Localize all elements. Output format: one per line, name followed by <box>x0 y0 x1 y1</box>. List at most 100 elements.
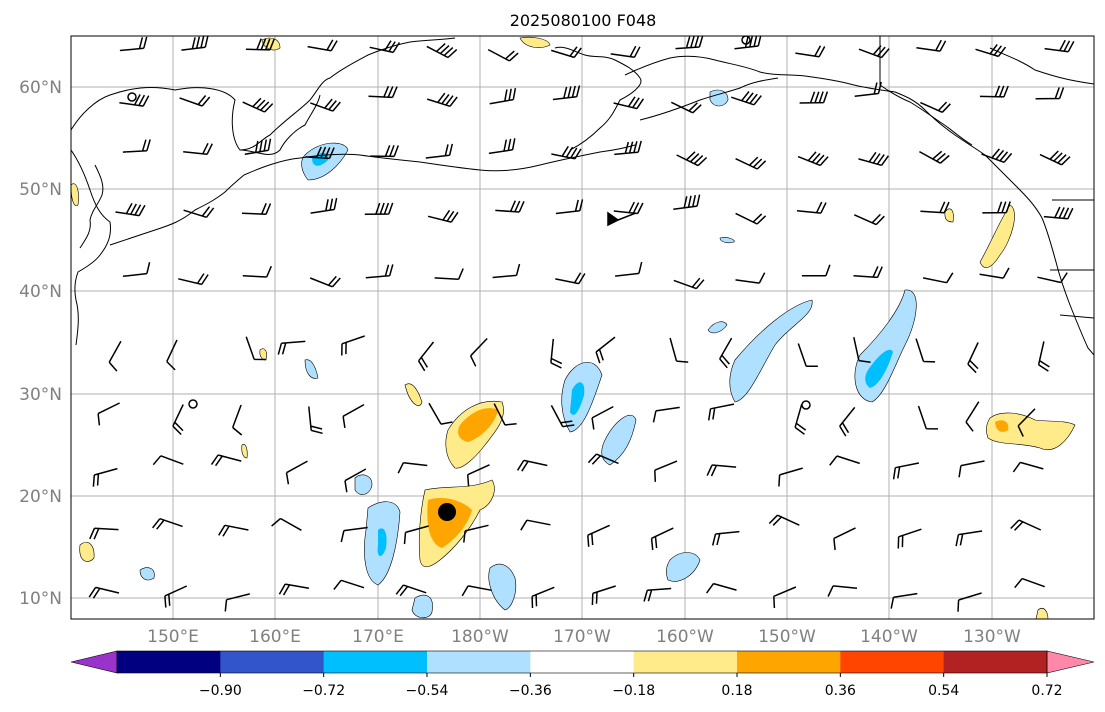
wind-barb <box>587 524 611 547</box>
wind-barb <box>122 262 151 278</box>
wind-barb <box>242 265 272 278</box>
lat-label: 10°N <box>19 589 62 609</box>
wind-barb <box>591 405 614 430</box>
wind-barb <box>152 517 183 530</box>
lon-label: 160°W <box>656 627 714 647</box>
wind-barb <box>403 525 429 545</box>
border-mexico <box>1059 314 1094 319</box>
wind-barb <box>555 199 584 215</box>
lon-label: 140°W <box>860 627 918 647</box>
neg-contour-9 <box>411 594 433 619</box>
wind-barb <box>735 212 767 225</box>
longitude-labels: 150°E 160°E 170°E 180°W 170°W 160°W 150°… <box>147 627 1021 647</box>
calm-circles <box>127 36 811 410</box>
wind-barb <box>643 587 672 602</box>
anomaly-contours <box>71 36 1076 619</box>
lat-label: 30°N <box>19 385 62 405</box>
wind-barb <box>853 337 871 363</box>
wind-barb <box>340 526 368 543</box>
wind-barb <box>669 337 689 363</box>
colorbar-segment <box>633 651 738 673</box>
wind-barb <box>469 337 488 367</box>
colorbar: −0.90 −0.72 −0.54 −0.36 −0.18 0.18 0.36 0.54 0.7… <box>70 650 1095 699</box>
colorbar-frame <box>116 650 1048 674</box>
coastline-kamchatka <box>239 94 321 155</box>
colorbar-segment <box>840 651 945 673</box>
pos-contour-7 <box>404 383 423 406</box>
wind-barb <box>730 91 762 106</box>
figure-title: 2025080100 F048 <box>510 11 657 30</box>
wind-barb <box>587 453 619 465</box>
neg-contour-6 <box>707 321 728 334</box>
neg-contour-10 <box>665 552 701 582</box>
lon-label: 170°E <box>352 627 404 647</box>
wind-barb <box>428 402 453 425</box>
wind-barb <box>979 85 1009 98</box>
coastline-alaska-south <box>639 77 779 121</box>
wind-barb <box>550 338 563 369</box>
wind-barb <box>916 39 947 52</box>
pos-contour-3 <box>985 412 1076 450</box>
wind-barb <box>967 342 979 374</box>
wind-barb <box>1012 461 1044 473</box>
wind-barb <box>244 138 272 156</box>
wind-barb <box>833 527 856 551</box>
wind-barb <box>344 468 367 493</box>
wind-barb <box>1014 577 1045 589</box>
wind-barb <box>829 455 860 466</box>
coastline-alaska <box>554 46 986 156</box>
wind-barb <box>461 585 492 597</box>
colorbar-tick-label: −0.90 <box>199 683 242 699</box>
wind-barb <box>858 151 890 167</box>
wind-barb <box>920 201 950 214</box>
wind-barb <box>395 584 427 597</box>
wind-barb <box>654 460 678 482</box>
wind-barb <box>492 263 521 279</box>
wind-barb <box>958 460 985 478</box>
coastline-asia-east <box>71 37 456 151</box>
wind-barb <box>488 138 516 155</box>
wind-barb <box>466 464 490 487</box>
wind-barb <box>595 336 616 364</box>
wind-barb <box>425 143 454 159</box>
wind-barb <box>369 40 401 54</box>
wind-barb <box>426 92 458 108</box>
wind-barb <box>917 405 939 430</box>
colorbar-tick-label: 0.18 <box>721 683 752 699</box>
neg-contour-3 <box>601 414 637 466</box>
colorbar-segment <box>323 651 428 673</box>
wind-barb <box>271 517 302 531</box>
wind-barb <box>552 85 581 101</box>
wind-barb <box>711 530 740 546</box>
wind-barb <box>245 38 275 51</box>
wind-barb <box>613 201 644 215</box>
wind-barb <box>1044 39 1075 53</box>
wind-barb <box>550 46 582 59</box>
wind-barb <box>1037 341 1050 372</box>
wind-barb <box>1043 206 1074 220</box>
lon-label: 160°E <box>249 627 301 647</box>
wind-barb <box>975 44 1007 58</box>
wind-barb <box>613 96 645 110</box>
wind-barb <box>1039 150 1071 166</box>
wind-barb <box>858 45 890 59</box>
wind-barb <box>310 98 341 112</box>
wind-barb <box>365 264 394 279</box>
pos-contour-11 <box>241 444 248 459</box>
wind-barb <box>241 203 272 216</box>
wind-barb <box>614 140 642 156</box>
neg-contour-11 <box>354 474 373 495</box>
colorbar-tick-label: 0.72 <box>1031 683 1062 699</box>
lat-label: 50°N <box>19 180 62 200</box>
neg-contour-4 <box>729 299 813 403</box>
wind-barb <box>115 202 146 217</box>
coastline-north-america <box>984 154 1094 356</box>
wind-barb <box>591 585 616 606</box>
wind-barb <box>676 151 708 167</box>
wind-barb <box>795 45 826 58</box>
pos-contour-4 <box>979 204 1015 268</box>
wind-barb <box>705 582 737 594</box>
wind-barb <box>920 101 951 113</box>
wind-barb <box>308 406 323 435</box>
wind-barb <box>982 201 1011 214</box>
